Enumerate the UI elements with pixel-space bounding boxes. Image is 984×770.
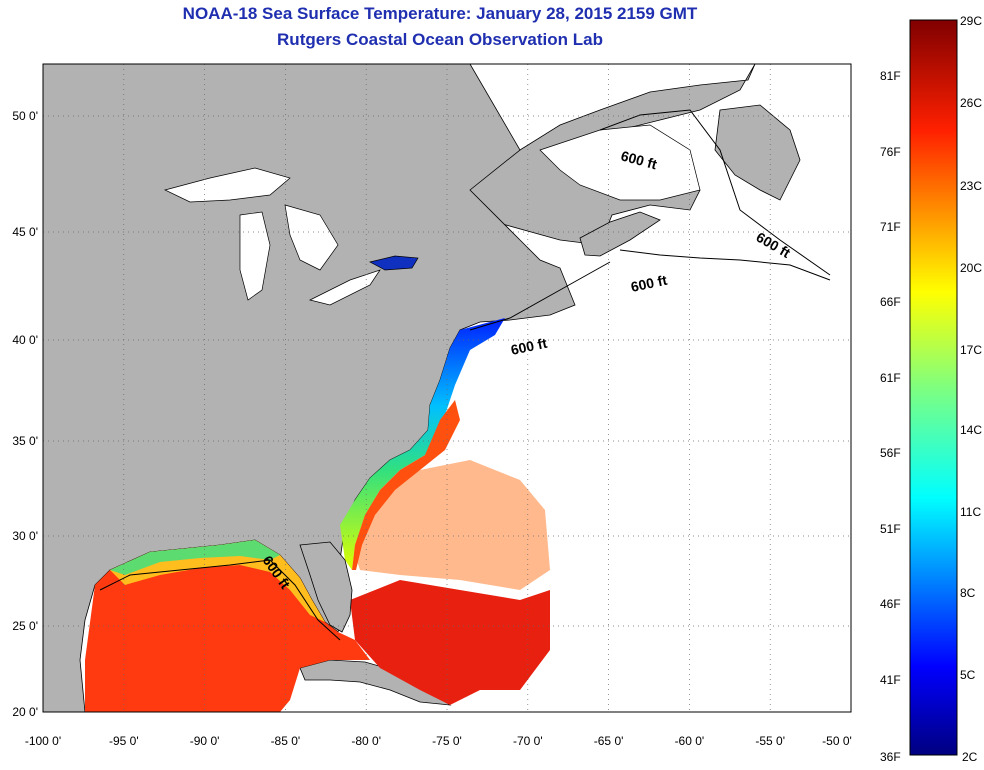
lat-tick: 30 0' <box>12 529 38 543</box>
colorbar-c-label: 2C <box>962 750 978 764</box>
lon-tick: -70 0' <box>513 734 543 748</box>
colorbar-f-label: 66F <box>880 295 901 309</box>
lon-tick: -60 0' <box>675 734 705 748</box>
lat-tick: 45 0' <box>12 225 38 239</box>
colorbar-f-label: 51F <box>880 522 901 536</box>
lon-tick: -55 0' <box>755 734 785 748</box>
lat-tick: 25 0' <box>12 619 38 633</box>
gulf-st-lawrence <box>539 124 701 201</box>
lake-ontario <box>369 255 419 271</box>
colorbar-f-label: 41F <box>880 673 901 687</box>
map-gridlines <box>43 64 851 712</box>
colorbar-c-label: 20C <box>960 261 983 275</box>
colorbar-c-label: 23C <box>960 179 983 193</box>
contour-label-3: 600 ft <box>629 272 668 295</box>
colorbar-c-label: 11C <box>960 505 982 519</box>
lake-erie <box>308 269 381 306</box>
gulf-stream-warm-edge <box>352 400 460 570</box>
colorbar-f-label: 71F <box>880 220 901 234</box>
lat-tick-labels: 20 0' 25 0' 30 0' 35 0' 40 0' 45 0' 50 0… <box>12 109 38 719</box>
colorbar-f-label: 81F <box>880 69 901 83</box>
colorbar-c-label: 5C <box>960 668 976 682</box>
east-coast-shelf-sst <box>340 318 505 570</box>
cuba-land <box>299 659 452 706</box>
gulf-shelf-cool-band <box>110 540 280 575</box>
newfoundland-land <box>714 104 801 201</box>
lat-tick: 35 0' <box>12 434 38 448</box>
colorbar-f-label: 61F <box>880 371 901 385</box>
lon-tick: -65 0' <box>594 734 624 748</box>
colorbar-c-label: 14C <box>960 423 983 437</box>
lon-tick: -90 0' <box>190 734 220 748</box>
lake-michigan <box>239 211 271 301</box>
caribbean-sst <box>350 580 550 705</box>
florida-land <box>299 541 353 633</box>
lon-tick: -50 0' <box>822 734 852 748</box>
nova-scotia-land <box>579 211 661 257</box>
lon-tick: -80 0' <box>351 734 381 748</box>
isobath-600ft-shelf <box>469 109 831 331</box>
colorbar-f-label: 46F <box>880 597 901 611</box>
lon-tick: -75 0' <box>432 734 462 748</box>
map-frame <box>42 63 852 713</box>
map-subtitle: Rutgers Coastal Ocean Observation Lab <box>277 30 603 49</box>
lon-tick: -100 0' <box>25 734 61 748</box>
colorbar-c-label: 17C <box>960 343 983 357</box>
colorbar-c-label: 26C <box>960 96 983 110</box>
atlantic-scattered-sst <box>350 460 550 590</box>
colorbar-f-label: 56F <box>880 446 901 460</box>
contour-label-4: 600 ft <box>509 335 548 358</box>
colorbar-c-label: 29C <box>960 14 983 28</box>
lat-tick: 40 0' <box>12 333 38 347</box>
colorbar-f-label: 76F <box>880 145 901 159</box>
lat-tick: 50 0' <box>12 109 38 123</box>
lon-tick-labels: -100 0' -95 0' -90 0' -85 0' -80 0' -75 … <box>25 734 852 748</box>
lon-tick: -85 0' <box>271 734 301 748</box>
colorbar-f-label: 36F <box>880 750 901 764</box>
lat-tick: 20 0' <box>12 705 38 719</box>
lake-huron <box>284 204 339 271</box>
temperature-colorbar <box>909 19 958 756</box>
map-title: NOAA-18 Sea Surface Temperature: January… <box>182 4 698 23</box>
lon-tick: -95 0' <box>109 734 139 748</box>
lake-superior <box>163 167 291 203</box>
colorbar-c-label: 8C <box>960 586 976 600</box>
isobath-600ft-gulf <box>99 559 341 641</box>
